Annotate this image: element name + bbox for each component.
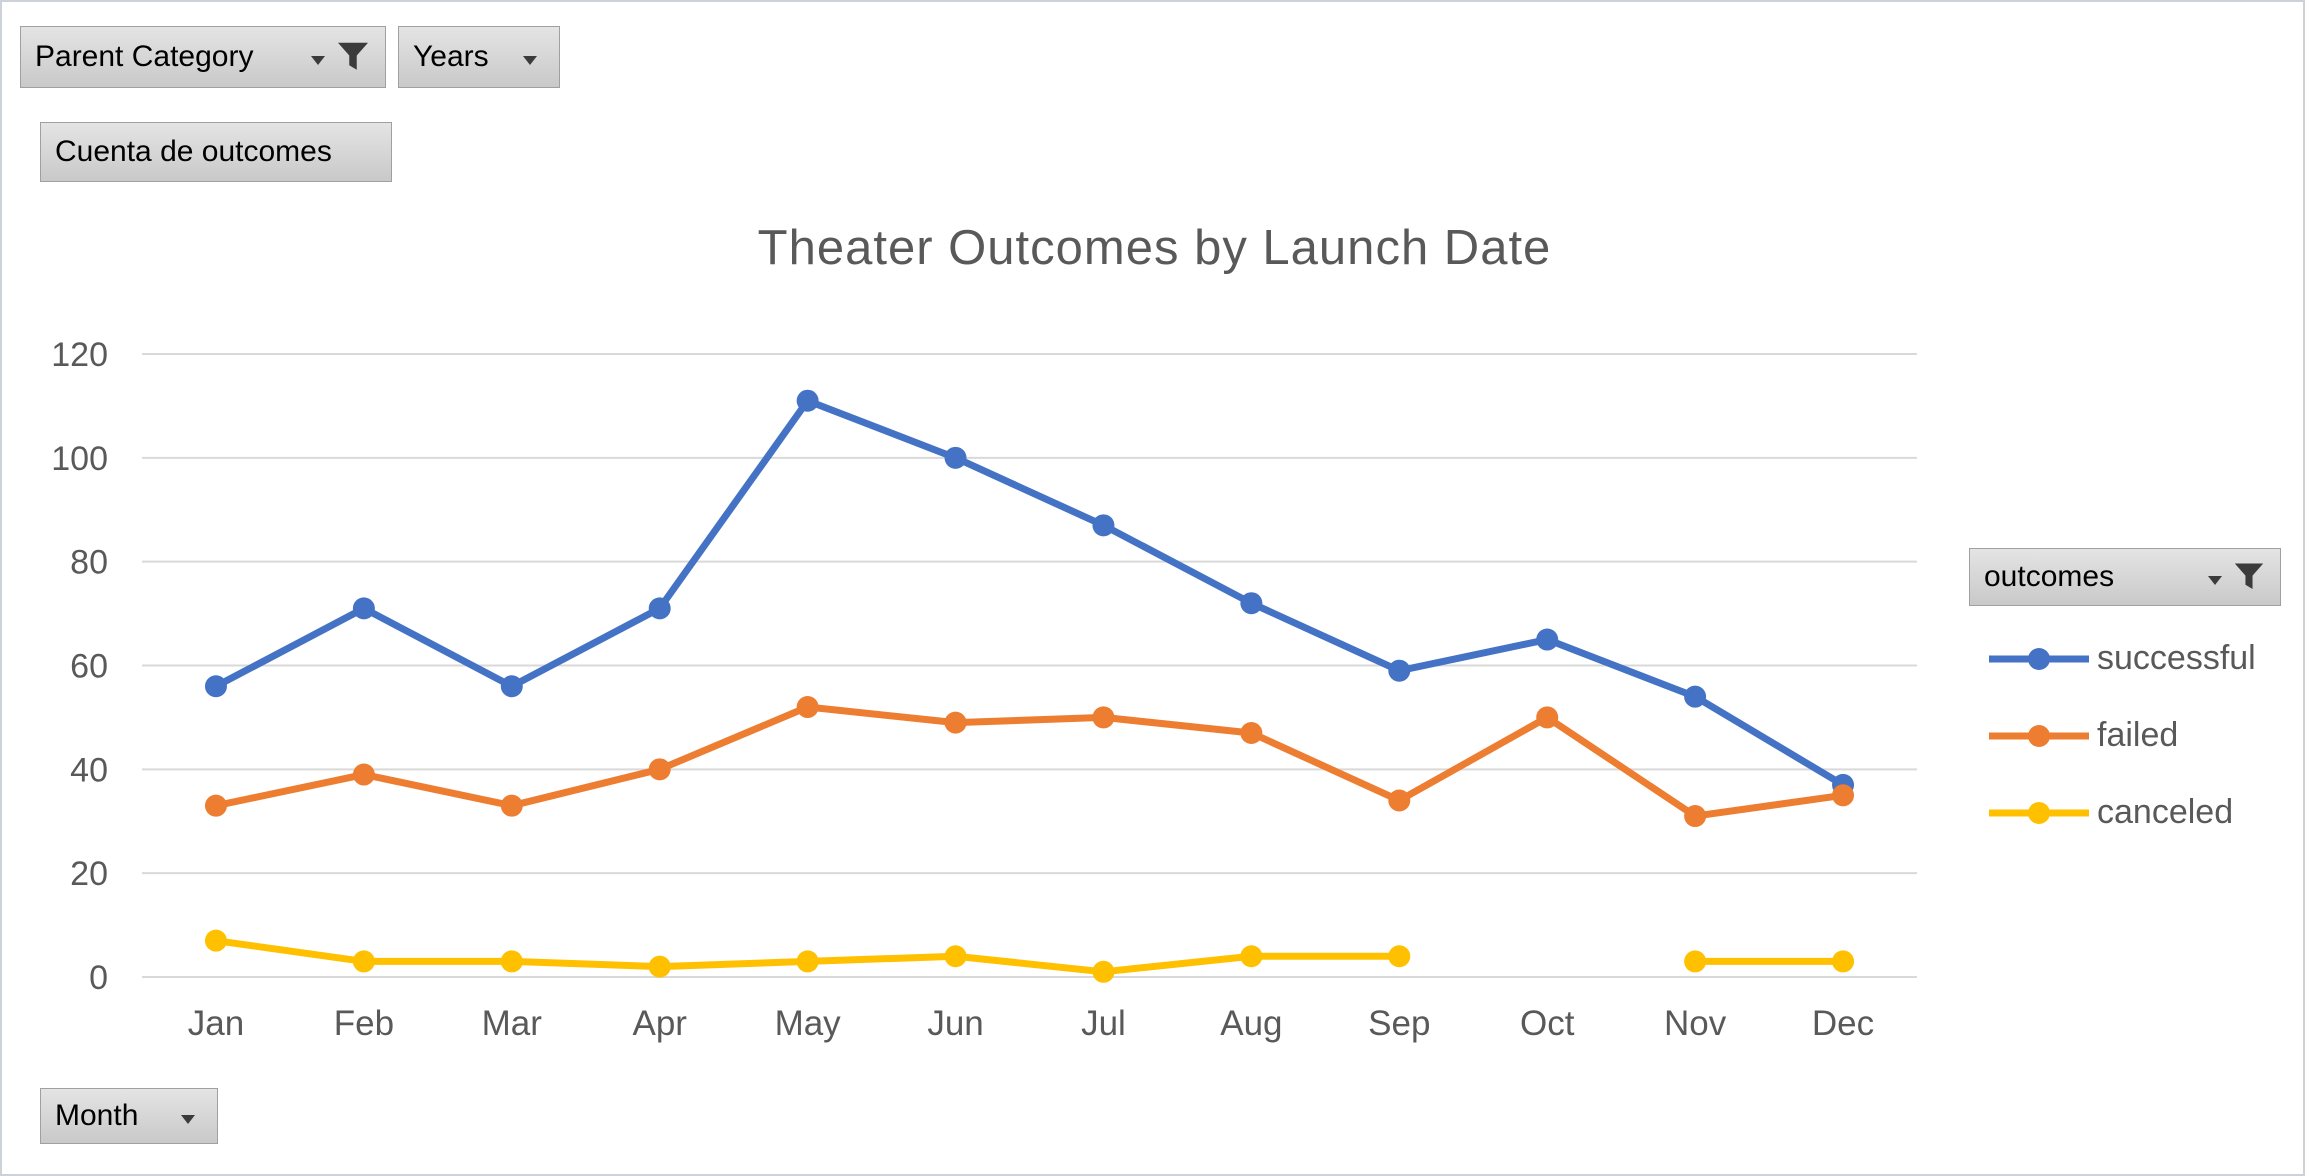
legend-item-failed[interactable]: failed xyxy=(1987,697,2303,774)
x-axis-label: Dec xyxy=(1812,1004,1874,1043)
x-axis-label: Apr xyxy=(632,1004,687,1043)
legend-swatch xyxy=(1989,724,2089,747)
marker-failed xyxy=(1536,706,1559,729)
x-axis-label: Oct xyxy=(1520,1004,1575,1043)
series-line-successful xyxy=(212,397,1847,789)
x-axis-label: Jul xyxy=(1081,1004,1126,1043)
marker-canceled xyxy=(1092,960,1115,983)
values-field-label: Cuenta de outcomes xyxy=(55,135,332,168)
filter-funnel-icon xyxy=(338,42,368,70)
marker-canceled xyxy=(1684,950,1707,973)
marker-successful xyxy=(352,597,375,620)
years-filter-label: Years xyxy=(413,40,489,73)
marker-successful xyxy=(500,675,523,698)
x-axis-label: Feb xyxy=(334,1004,394,1043)
series-line-failed xyxy=(212,703,1847,820)
legend-label: successful xyxy=(2097,639,2256,677)
chart-legend: successful failed canceled xyxy=(1987,620,2303,851)
marker-canceled xyxy=(796,950,819,973)
outcomes-legend-filter-button[interactable]: outcomes xyxy=(1969,548,2281,606)
x-axis-label: Nov xyxy=(1664,1004,1727,1043)
x-axis-label: Aug xyxy=(1220,1004,1282,1043)
years-filter-button[interactable]: Years xyxy=(398,26,560,88)
chevron-down-icon xyxy=(311,55,325,65)
chevron-down-icon xyxy=(2208,575,2222,585)
y-axis-label: 120 xyxy=(51,336,108,374)
marker-failed xyxy=(1832,784,1855,807)
legend-swatch xyxy=(1989,801,2089,824)
marker-successful xyxy=(1684,685,1707,708)
marker-canceled xyxy=(648,955,671,978)
marker-canceled xyxy=(1240,945,1263,968)
month-axis-field-button[interactable]: Month xyxy=(40,1088,218,1144)
x-axis-label: Jun xyxy=(927,1004,983,1043)
marker-successful xyxy=(1240,592,1263,615)
legend-item-canceled[interactable]: canceled xyxy=(1987,774,2303,851)
y-axis-label: 20 xyxy=(70,855,108,893)
legend-label: canceled xyxy=(2097,793,2234,831)
marker-canceled xyxy=(1832,950,1855,973)
y-axis-label: 80 xyxy=(70,544,108,582)
marker-canceled xyxy=(204,929,227,952)
marker-canceled xyxy=(500,950,523,973)
x-axis-label: May xyxy=(775,1004,842,1043)
outcomes-filter-label: outcomes xyxy=(1984,560,2115,593)
marker-successful xyxy=(1092,514,1115,537)
marker-successful xyxy=(648,597,671,620)
marker-successful xyxy=(796,389,819,412)
values-field-button[interactable]: Cuenta de outcomes xyxy=(40,122,392,182)
parent-category-filter-button[interactable]: Parent Category xyxy=(20,26,386,88)
marker-canceled xyxy=(352,950,375,973)
marker-successful xyxy=(944,446,967,469)
y-axis-label: 60 xyxy=(70,648,108,686)
x-axis-label: Jan xyxy=(188,1004,244,1043)
legend-label: failed xyxy=(2097,716,2179,754)
marker-canceled xyxy=(1388,945,1411,968)
marker-canceled xyxy=(944,945,967,968)
filter-funnel-icon xyxy=(2234,563,2264,590)
legend-swatch xyxy=(1989,647,2089,670)
marker-successful xyxy=(1536,628,1559,651)
marker-failed xyxy=(1240,721,1263,744)
marker-successful xyxy=(204,675,227,698)
marker-failed xyxy=(352,763,375,786)
y-axis-label: 0 xyxy=(89,959,108,997)
x-axis-label: Sep xyxy=(1368,1004,1430,1043)
marker-failed xyxy=(1092,706,1115,729)
marker-failed xyxy=(796,696,819,719)
y-axis-label: 100 xyxy=(51,440,108,478)
month-field-label: Month xyxy=(55,1099,139,1132)
x-axis-label: Mar xyxy=(482,1004,543,1043)
marker-failed xyxy=(1684,805,1707,828)
chart-title: Theater Outcomes by Launch Date xyxy=(757,221,1552,275)
marker-failed xyxy=(648,758,671,781)
marker-successful xyxy=(1388,659,1411,682)
chevron-down-icon xyxy=(523,55,537,65)
parent-category-filter-label: Parent Category xyxy=(35,40,254,73)
marker-failed xyxy=(1388,789,1411,812)
marker-failed xyxy=(500,794,523,817)
marker-failed xyxy=(204,794,227,817)
chevron-down-icon xyxy=(181,1114,195,1124)
y-axis-label: 40 xyxy=(70,751,108,789)
legend-item-successful[interactable]: successful xyxy=(1987,620,2303,697)
marker-failed xyxy=(944,711,967,734)
line-chart-plot-area: 0 20 40 60 80 100 120 Jan Feb Mar Apr May Jun Jul Aug S… xyxy=(51,336,1917,1043)
